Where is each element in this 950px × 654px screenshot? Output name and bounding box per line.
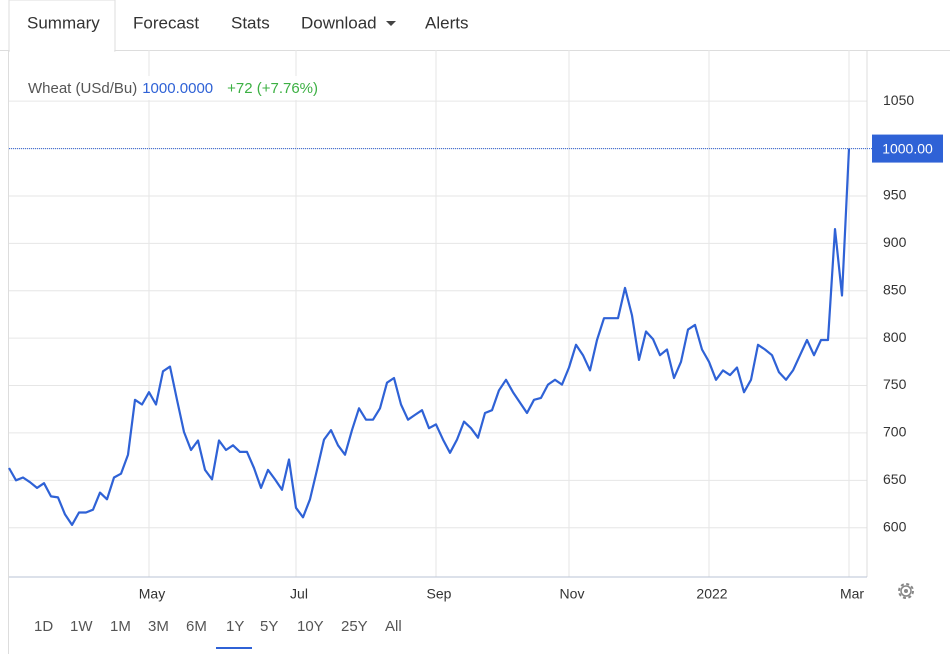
y-tick-label: 600 — [883, 518, 907, 534]
current-value: 1000.0000 — [142, 80, 213, 97]
range-button[interactable]: 3M — [148, 618, 169, 635]
dropdown-caret — [386, 21, 396, 26]
range-button[interactable]: All — [385, 618, 402, 635]
range-button[interactable]: 1W — [70, 618, 93, 635]
tab[interactable]: Summary — [27, 13, 100, 32]
current-value-badge-label: 1000.00 — [882, 140, 933, 156]
series-name: Wheat (USd/Bu) — [28, 80, 137, 97]
settings-icon[interactable] — [898, 583, 914, 599]
y-tick-label: 700 — [883, 424, 907, 440]
range-button[interactable]: 6M — [186, 618, 207, 635]
y-tick-label: 950 — [883, 187, 907, 203]
y-tick-label: 650 — [883, 471, 907, 487]
x-tick-label: Mar — [840, 586, 864, 602]
price-line — [8, 148, 851, 526]
range-button[interactable]: 1M — [110, 618, 131, 635]
gear-ring — [900, 585, 912, 597]
legend-bg — [24, 76, 346, 100]
range-button[interactable]: 25Y — [341, 618, 368, 635]
x-tick-label: Nov — [560, 586, 585, 602]
legend: Wheat (USd/Bu) 1000.0000 +72 (+7.76%) — [28, 80, 318, 97]
range-button[interactable]: 1Y — [226, 618, 244, 635]
range-button[interactable]: 1D — [34, 618, 53, 635]
y-tick-label: 1050 — [883, 92, 914, 108]
current-value-badge — [872, 134, 943, 163]
x-tick-label: Sep — [427, 586, 452, 602]
tab[interactable]: Stats — [231, 13, 270, 32]
tab[interactable]: Forecast — [133, 13, 199, 32]
x-tick-label: May — [139, 586, 165, 602]
x-tick-label: 2022 — [696, 586, 727, 602]
tab[interactable]: Alerts — [425, 13, 468, 32]
gear-hub — [904, 589, 908, 593]
y-tick-label: 750 — [883, 376, 907, 392]
x-tick-label: Jul — [290, 586, 308, 602]
change: +72 (+7.76%) — [227, 80, 318, 97]
y-tick-label: 900 — [883, 234, 907, 250]
range-button[interactable]: 5Y — [260, 618, 278, 635]
range-button[interactable]: 10Y — [297, 618, 324, 635]
tab[interactable]: Download — [301, 13, 377, 32]
active-tab — [8, 0, 116, 52]
y-tick-label: 850 — [883, 281, 907, 297]
gear-teeth — [898, 583, 914, 599]
y-tick-label: 800 — [883, 329, 907, 345]
